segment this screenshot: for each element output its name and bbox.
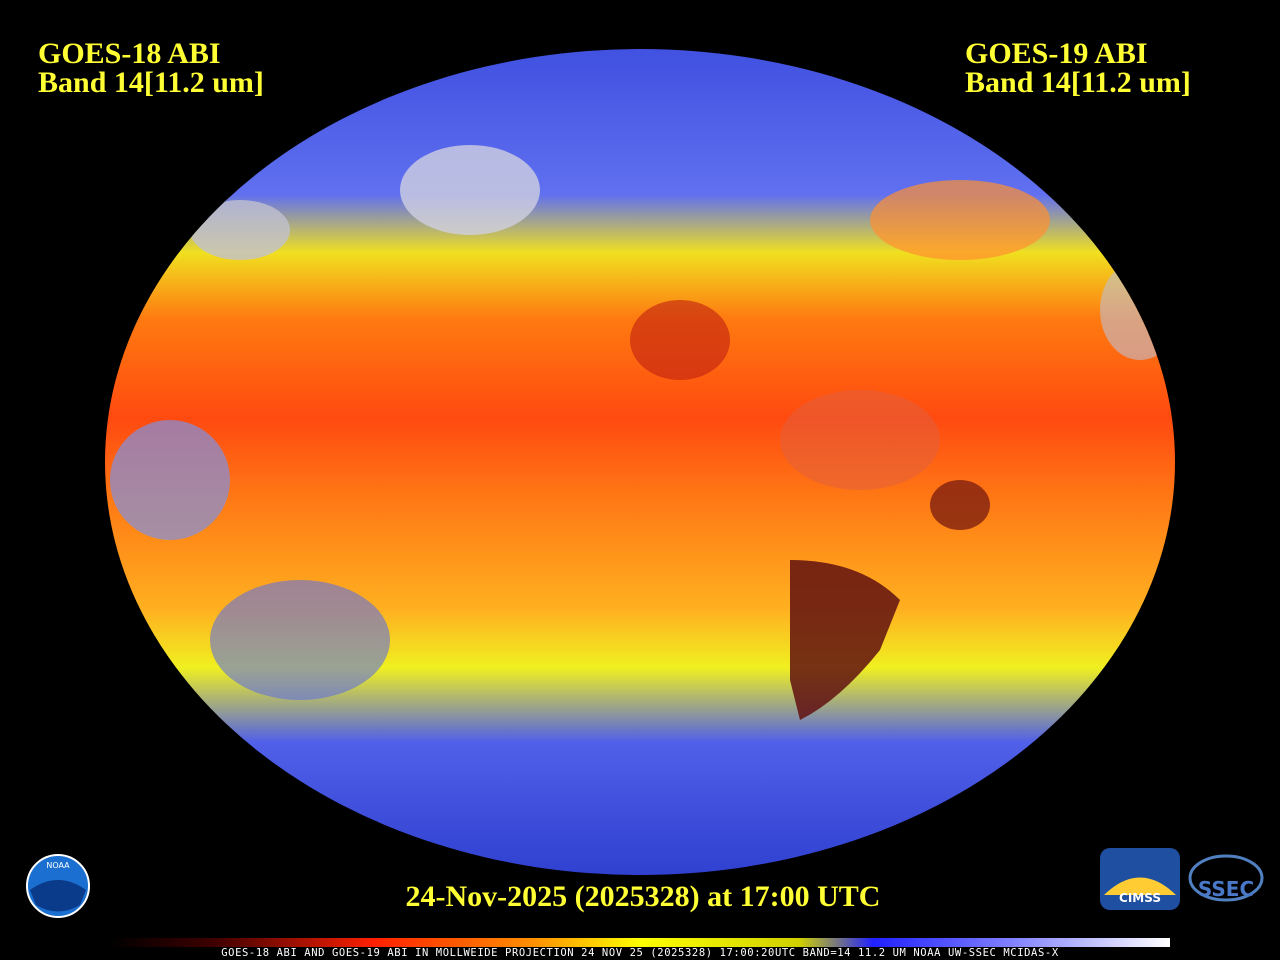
footer-caption: GOES-18 ABI AND GOES-19 ABI IN MOLLWEIDE… xyxy=(221,947,1059,959)
noaa-text: NOAA xyxy=(46,861,70,870)
ssec-text: SSEC xyxy=(1198,877,1254,901)
left-title: GOES-18 ABI xyxy=(38,37,221,70)
left-subtitle: Band 14[11.2 um] xyxy=(38,66,264,99)
right-title: GOES-19 ABI xyxy=(965,37,1148,70)
timestamp: 24-Nov-2025 (2025328) at 17:00 UTC xyxy=(406,880,881,913)
ssec-logo: SSEC xyxy=(1188,854,1264,902)
noaa-logo: NOAA xyxy=(26,854,90,918)
cimss-logo: CIMSS xyxy=(1100,848,1180,910)
right-subtitle: Band 14[11.2 um] xyxy=(965,66,1191,99)
cimss-text: CIMSS xyxy=(1119,891,1161,905)
color-bar xyxy=(110,938,1170,947)
earth-disk xyxy=(105,49,1175,875)
